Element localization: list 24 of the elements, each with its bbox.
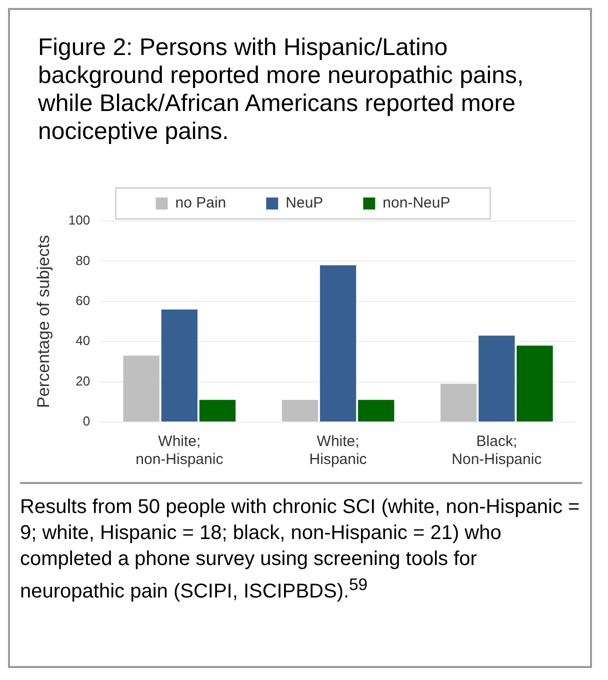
y-tick-label: 20 (76, 373, 90, 388)
y-tick-label: 40 (76, 333, 90, 348)
legend-label: no Pain (175, 194, 226, 212)
legend-label: NeuP (286, 194, 324, 212)
bar (161, 309, 198, 422)
x-tick-label: White; non-Hispanic (136, 433, 224, 468)
bar (320, 265, 356, 422)
y-axis-title: Percentage of subjects (34, 235, 53, 408)
bar (440, 384, 477, 422)
y-tick-label: 100 (68, 212, 90, 228)
chart-title: Figure 2: Persons with Hispanic/Latino background reported more neuropathic pains, while Black/African Americans reported more nociceptive pains. (38, 34, 525, 146)
bar (199, 400, 236, 422)
y-tick-label: 0 (82, 414, 90, 429)
legend-label: non-NeuP (382, 194, 450, 212)
bar (516, 346, 553, 422)
bar (478, 336, 515, 422)
y-tick-label: 60 (76, 292, 90, 308)
x-tick-label: White; Hispanic (309, 433, 368, 468)
bar (282, 400, 318, 422)
x-tick-label: Black; Non-Hispanic (452, 433, 542, 468)
y-tick-label: 80 (76, 252, 90, 268)
bar (123, 356, 160, 422)
bar (358, 400, 394, 422)
text: Results from 50 people with chronic SCI (white, non-Hispanic = 9; white, Hispanic = 18; black, non-Hispanic = 21) who completed a phone survey using screening tools for neuropathic pain (SCIPI, ISCIPBDS).$^{59}$ (20, 482, 582, 605)
